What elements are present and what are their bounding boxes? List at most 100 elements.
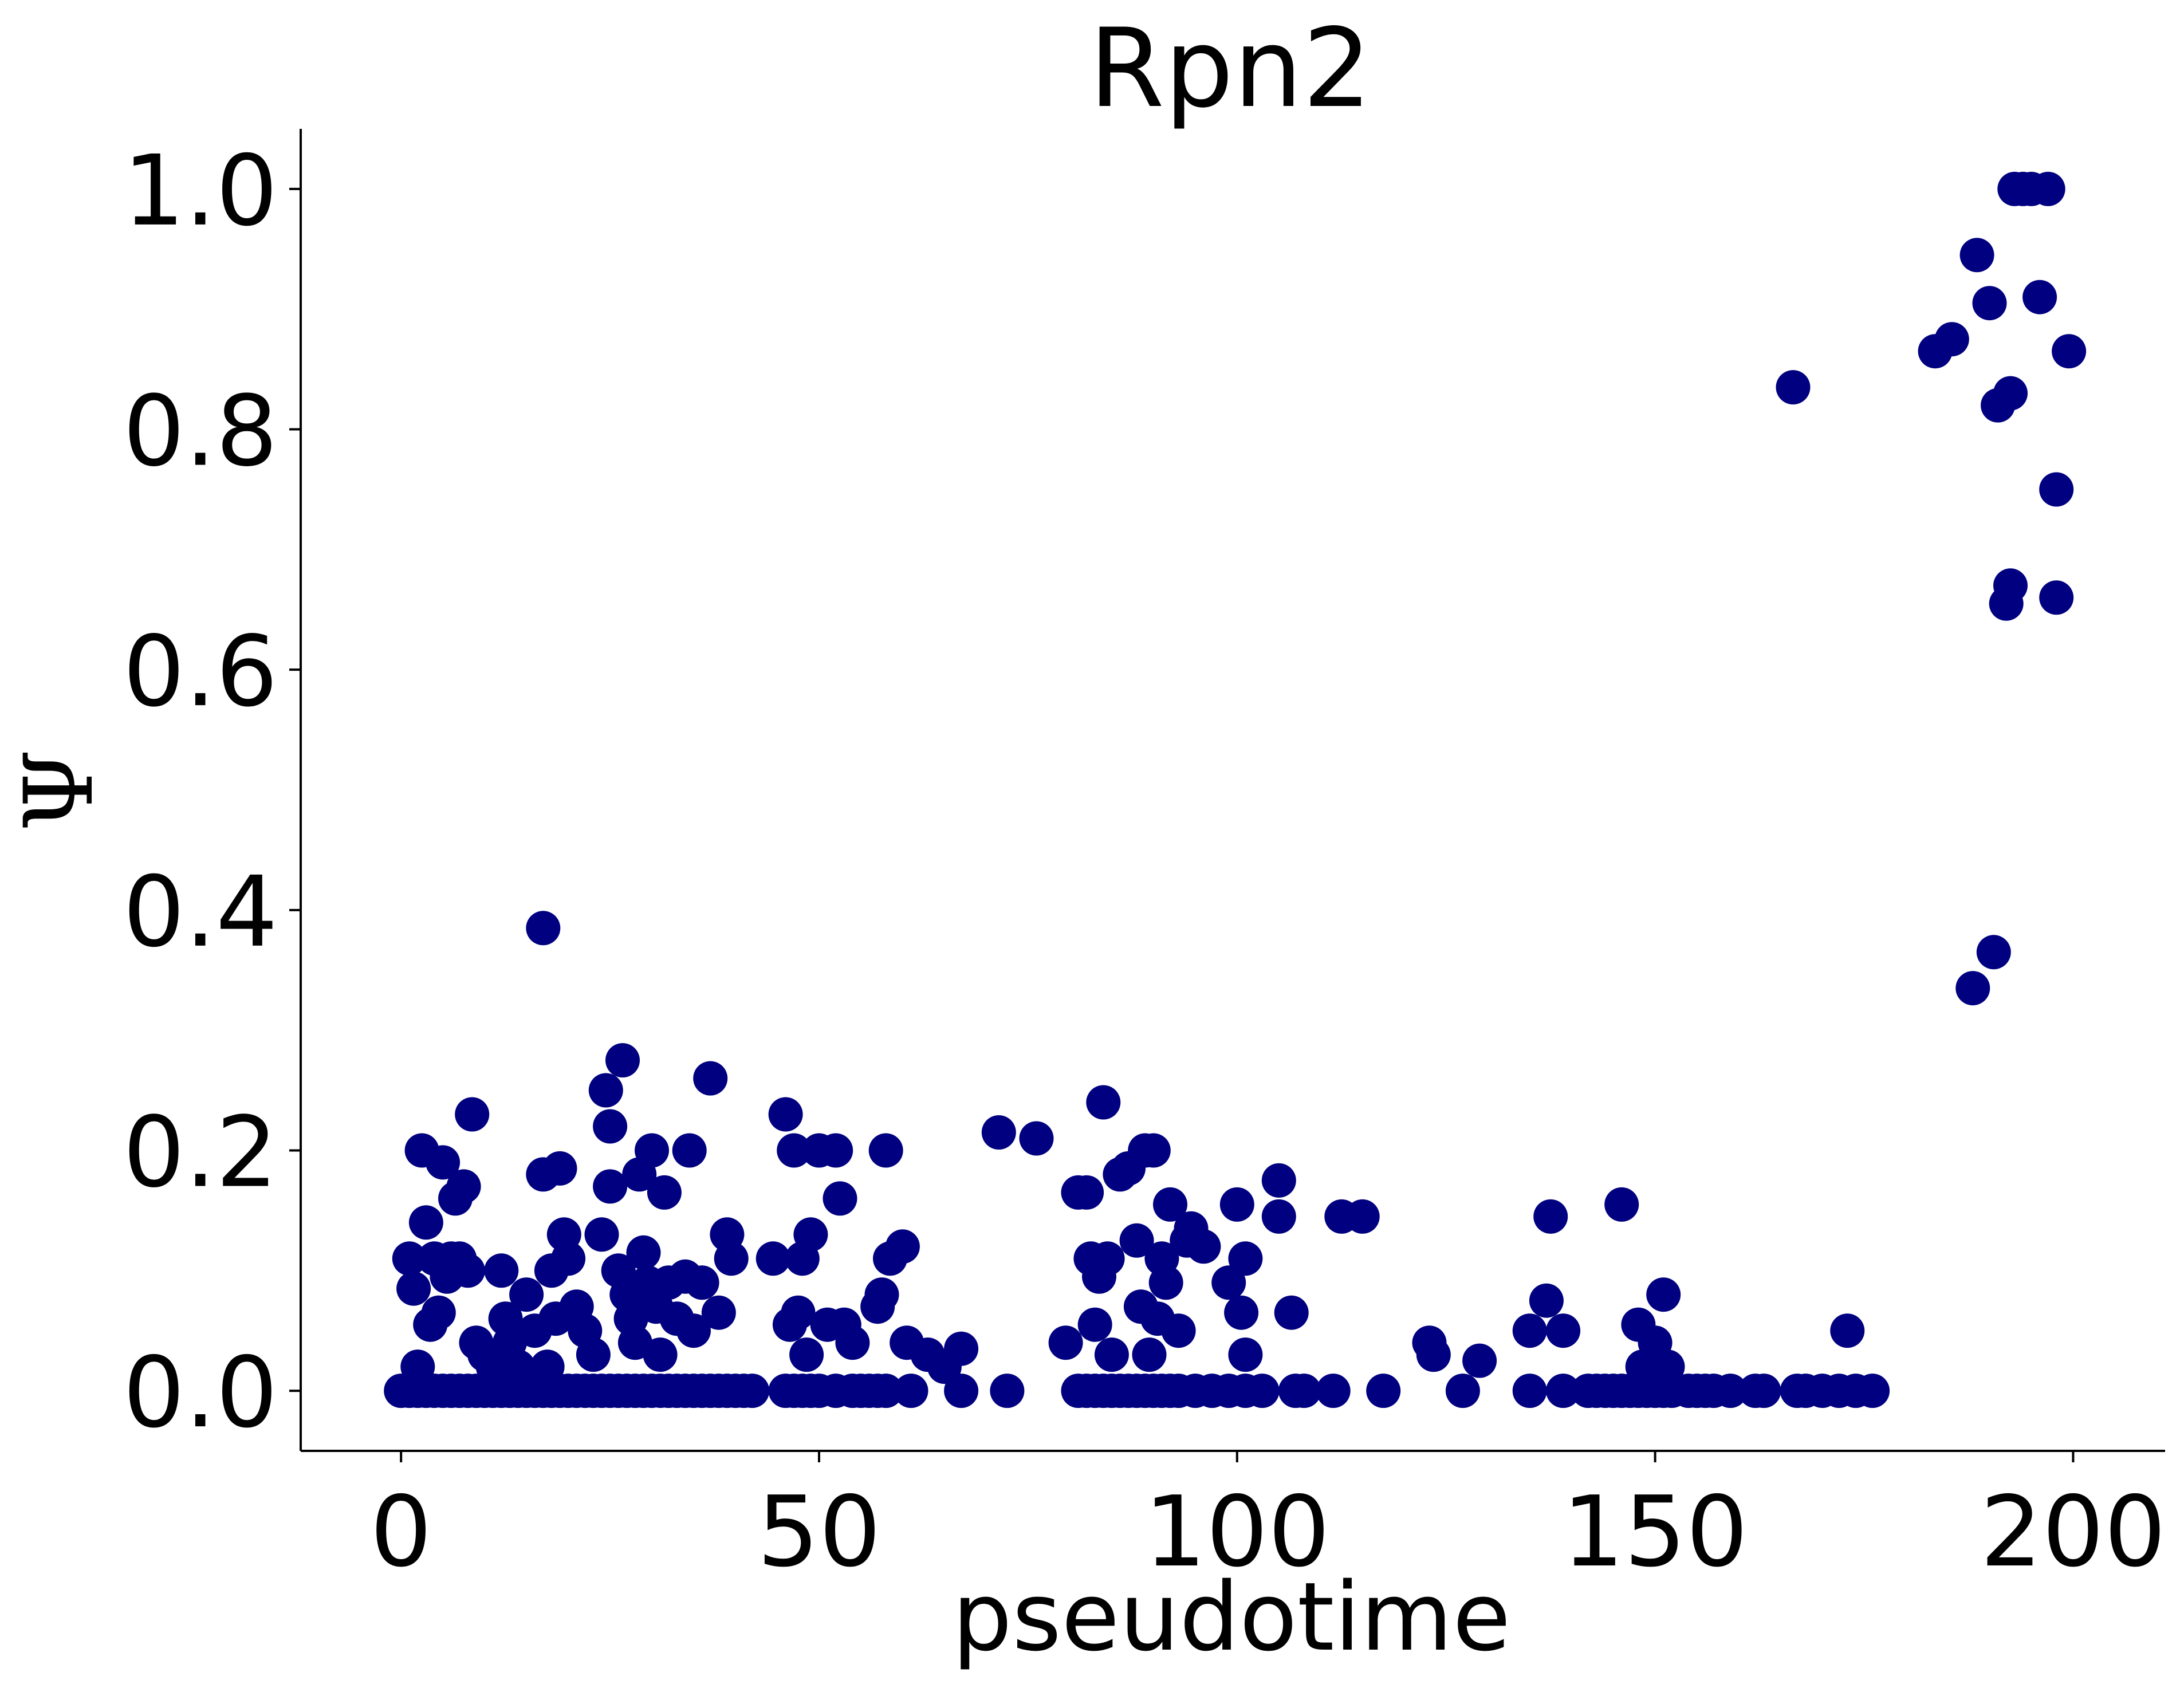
chart-title: Rpn2: [1089, 5, 1372, 132]
scatter-point: [885, 1229, 920, 1264]
scatter-point: [1533, 1199, 1568, 1234]
scatter-point: [1069, 1175, 1104, 1210]
scatter-point: [635, 1133, 669, 1168]
scatter-point: [1148, 1265, 1183, 1300]
scatter-point: [1245, 1374, 1280, 1408]
scatter-point: [1211, 1265, 1246, 1300]
scatter-point: [1546, 1374, 1581, 1408]
scatter-point: [551, 1241, 586, 1276]
scatter-point: [1830, 1313, 1865, 1348]
scatter-point: [1153, 1187, 1187, 1222]
scatter-point: [593, 1109, 628, 1144]
scatter-point: [421, 1295, 456, 1330]
scatter-point: [1136, 1133, 1171, 1168]
scatter-point: [693, 1061, 728, 1096]
scatter-point: [593, 1169, 628, 1204]
scatter-point: [1462, 1343, 1497, 1378]
scatter-point: [1512, 1374, 1547, 1408]
scatter-point: [990, 1374, 1025, 1408]
scatter-point: [446, 1169, 481, 1204]
scatter-point: [1366, 1374, 1401, 1408]
scatter-point: [408, 1205, 443, 1240]
scatter-point: [1261, 1163, 1296, 1198]
scatter-point: [2039, 472, 2074, 507]
scatter-point: [1546, 1313, 1581, 1348]
scatter-point: [1161, 1313, 1196, 1348]
scatter-point: [981, 1115, 1016, 1150]
scatter-point: [605, 1043, 640, 1078]
y-tick-label: 1.0: [123, 135, 278, 248]
scatter-point: [576, 1337, 611, 1372]
scatter-point: [2052, 334, 2087, 369]
scatter-point: [1186, 1229, 1221, 1264]
scatter-point: [1959, 238, 1994, 273]
scatter-point: [1224, 1295, 1259, 1330]
scatter-point: [944, 1331, 979, 1366]
scatter-point: [1316, 1374, 1351, 1408]
scatter-point: [1713, 1374, 1748, 1408]
scatter-point: [1286, 1374, 1321, 1408]
y-ticks: 0.0 0.2 0.4 0.6 0.8 1.0: [123, 135, 301, 1450]
scatter-point: [501, 1349, 536, 1384]
x-tick-label: 200: [1980, 1475, 2166, 1589]
scatter-point: [475, 1349, 510, 1384]
scatter-point: [768, 1097, 803, 1132]
scatter-point: [835, 1325, 870, 1360]
scatter-point: [509, 1277, 544, 1312]
x-tick-label: 100: [1144, 1475, 1330, 1589]
scatter-point: [777, 1133, 812, 1168]
scatter-point: [1416, 1337, 1451, 1372]
scatter-point: [1604, 1187, 1639, 1222]
scatter-point: [1228, 1337, 1263, 1372]
scatter-point: [626, 1235, 661, 1270]
scatter-point: [2022, 280, 2057, 314]
scatter-point: [1219, 1187, 1254, 1222]
scatter-point: [526, 911, 561, 946]
scatter-point: [818, 1133, 853, 1168]
scatter-point: [1976, 935, 2011, 970]
x-axis-label: pseudotime: [952, 1562, 1510, 1672]
scatter-point: [684, 1265, 719, 1300]
scatter-point: [643, 1337, 678, 1372]
scatter-point: [1529, 1283, 1564, 1318]
scatter-point: [714, 1241, 749, 1276]
scatter-point: [484, 1253, 519, 1288]
scatter-point: [1746, 1374, 1781, 1408]
x-tick-label: 50: [757, 1475, 881, 1589]
scatter-point: [1993, 376, 2028, 411]
scatter-point: [672, 1133, 707, 1168]
scatter-point: [1119, 1223, 1154, 1258]
scatter-point: [1646, 1277, 1681, 1312]
scatter-point: [735, 1374, 770, 1408]
scatter-point: [1228, 1241, 1263, 1276]
y-axis-label: Ψ: [4, 749, 114, 832]
x-ticks: 0 50 100 150 200: [370, 1451, 2166, 1589]
y-tick-label: 0.2: [123, 1096, 278, 1209]
scatter-point: [400, 1349, 435, 1384]
scatter-point: [2039, 580, 2074, 615]
scatter-point: [1776, 370, 1811, 405]
x-tick-label: 150: [1562, 1475, 1748, 1589]
scatter-point: [823, 1181, 857, 1216]
scatter-point: [701, 1295, 736, 1330]
scatter-point: [1955, 971, 1990, 1006]
scatter-point: [1445, 1374, 1480, 1408]
scatter-point: [1650, 1349, 1685, 1384]
scatter-point: [588, 1073, 623, 1108]
scatter-point: [1972, 286, 2007, 321]
scatter-point: [1019, 1121, 1054, 1156]
scatter-point: [455, 1097, 490, 1132]
y-tick-label: 0.6: [123, 615, 278, 729]
scatter-point: [2030, 171, 2065, 206]
y-tick-label: 0.4: [123, 856, 278, 969]
scatter-point: [1132, 1337, 1167, 1372]
scatter-point: [542, 1151, 577, 1186]
y-tick-label: 0.8: [123, 375, 278, 489]
scatter-point: [1274, 1295, 1309, 1330]
scatter-point: [676, 1313, 711, 1348]
points-layer: [384, 171, 2087, 1408]
scatter-point: [396, 1271, 431, 1306]
scatter-point: [1855, 1374, 1890, 1408]
scatter-point: [755, 1241, 790, 1276]
scatter-point: [530, 1349, 565, 1384]
